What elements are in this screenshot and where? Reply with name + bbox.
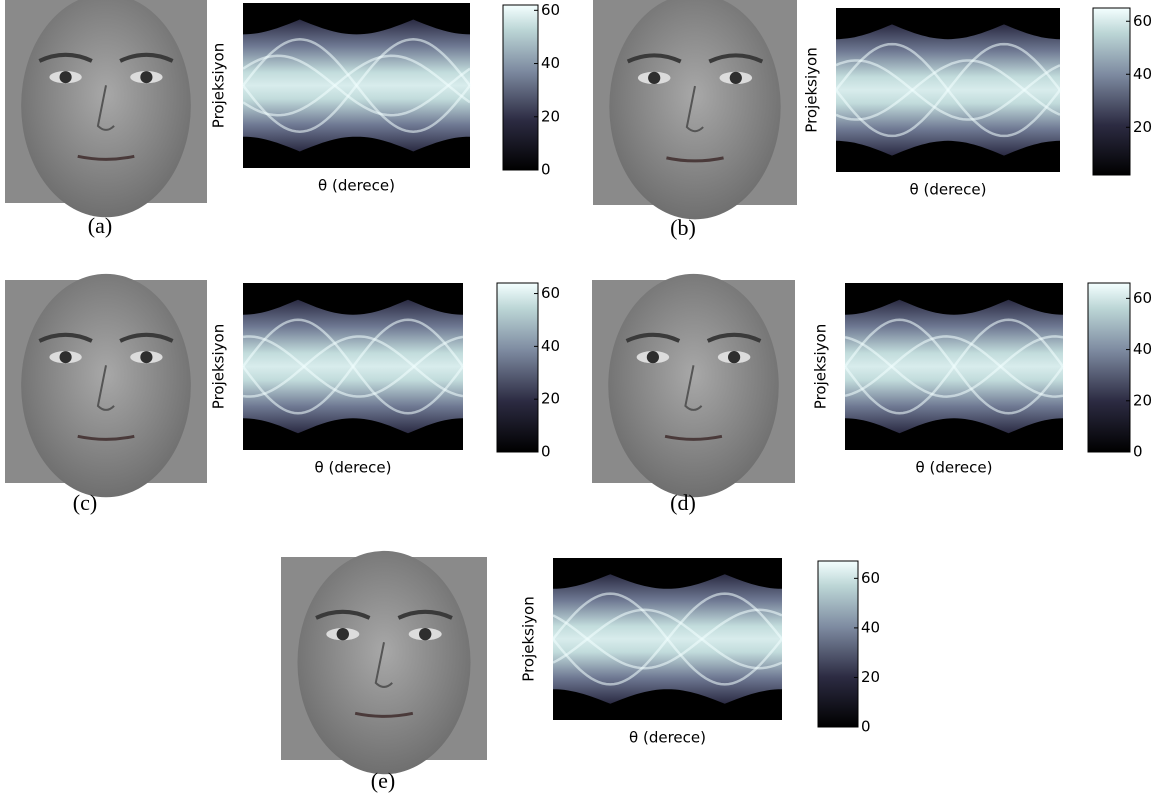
colorbar [1093,8,1130,175]
colorbar-tick-label: 60 [541,1,560,19]
colorbar-tick-label: 40 [1133,340,1152,358]
panel-caption: (e) [371,768,395,793]
x-axis-label: θ (derece) [318,177,395,195]
face-photo [593,0,797,219]
x-axis-label: θ (derece) [629,729,706,747]
colorbar-tick-label: 60 [1133,12,1152,30]
y-axis-label: Projeksiyon [210,324,228,409]
sinogram [243,283,463,450]
colorbar-tick-label: 20 [541,390,560,408]
colorbar-tick-label: 60 [861,569,880,587]
y-axis-label: Projeksiyon [803,47,821,132]
face [297,551,470,774]
panel-caption: (c) [73,490,97,515]
face-photo [5,0,207,217]
face [609,0,780,219]
colorbar-tick-label: 60 [1133,289,1152,307]
iris [648,72,660,84]
face-photo [592,274,795,497]
x-axis-label: θ (derece) [315,459,392,477]
x-axis-label: θ (derece) [916,459,993,477]
colorbar-tick-label: 40 [541,337,560,355]
iris [730,72,742,84]
sinogram [243,3,470,168]
iris [140,351,152,363]
colorbar-tick-label: 40 [1133,65,1152,83]
colorbar-tick-label: 60 [541,284,560,302]
colorbar-tick-label: 0 [1133,443,1143,461]
y-axis-label: Projeksiyon [520,596,538,681]
face [21,274,191,497]
panel-caption: (b) [670,215,696,240]
y-axis-label: Projeksiyon [812,324,830,409]
colorbar-tick-label: 40 [541,54,560,72]
colorbar-tick-label: 20 [1133,118,1152,136]
sinogram [836,8,1060,172]
sinogram [553,558,782,720]
iris [337,628,349,640]
colorbar-tick-label: 0 [541,161,551,179]
colorbar-tick-label: 20 [541,107,560,125]
sinogram [845,283,1063,450]
face-photo [281,551,487,774]
figure: Projeksiyon θ (derece) 0 20 40 60 (a) Projeksiy… [0,0,1172,798]
face [608,274,779,497]
iris [728,351,740,363]
panel-caption: (a) [88,213,112,238]
face [21,0,191,217]
colorbar [503,5,538,170]
colorbar [1088,283,1130,452]
panel-caption: (d) [670,490,696,515]
iris [60,351,72,363]
x-axis-label: θ (derece) [910,181,987,199]
colorbar-tick-label: 0 [541,443,551,461]
y-axis-label: Projeksiyon [210,43,228,128]
iris [140,71,152,83]
colorbar-tick-label: 0 [861,718,871,736]
colorbar-tick-label: 20 [861,668,880,686]
iris [647,351,659,363]
colorbar [818,561,858,727]
colorbar [497,283,538,452]
colorbar-tick-label: 20 [1133,391,1152,409]
iris [60,71,72,83]
face-photo [5,274,207,497]
colorbar-tick-label: 40 [861,618,880,636]
iris [419,628,431,640]
